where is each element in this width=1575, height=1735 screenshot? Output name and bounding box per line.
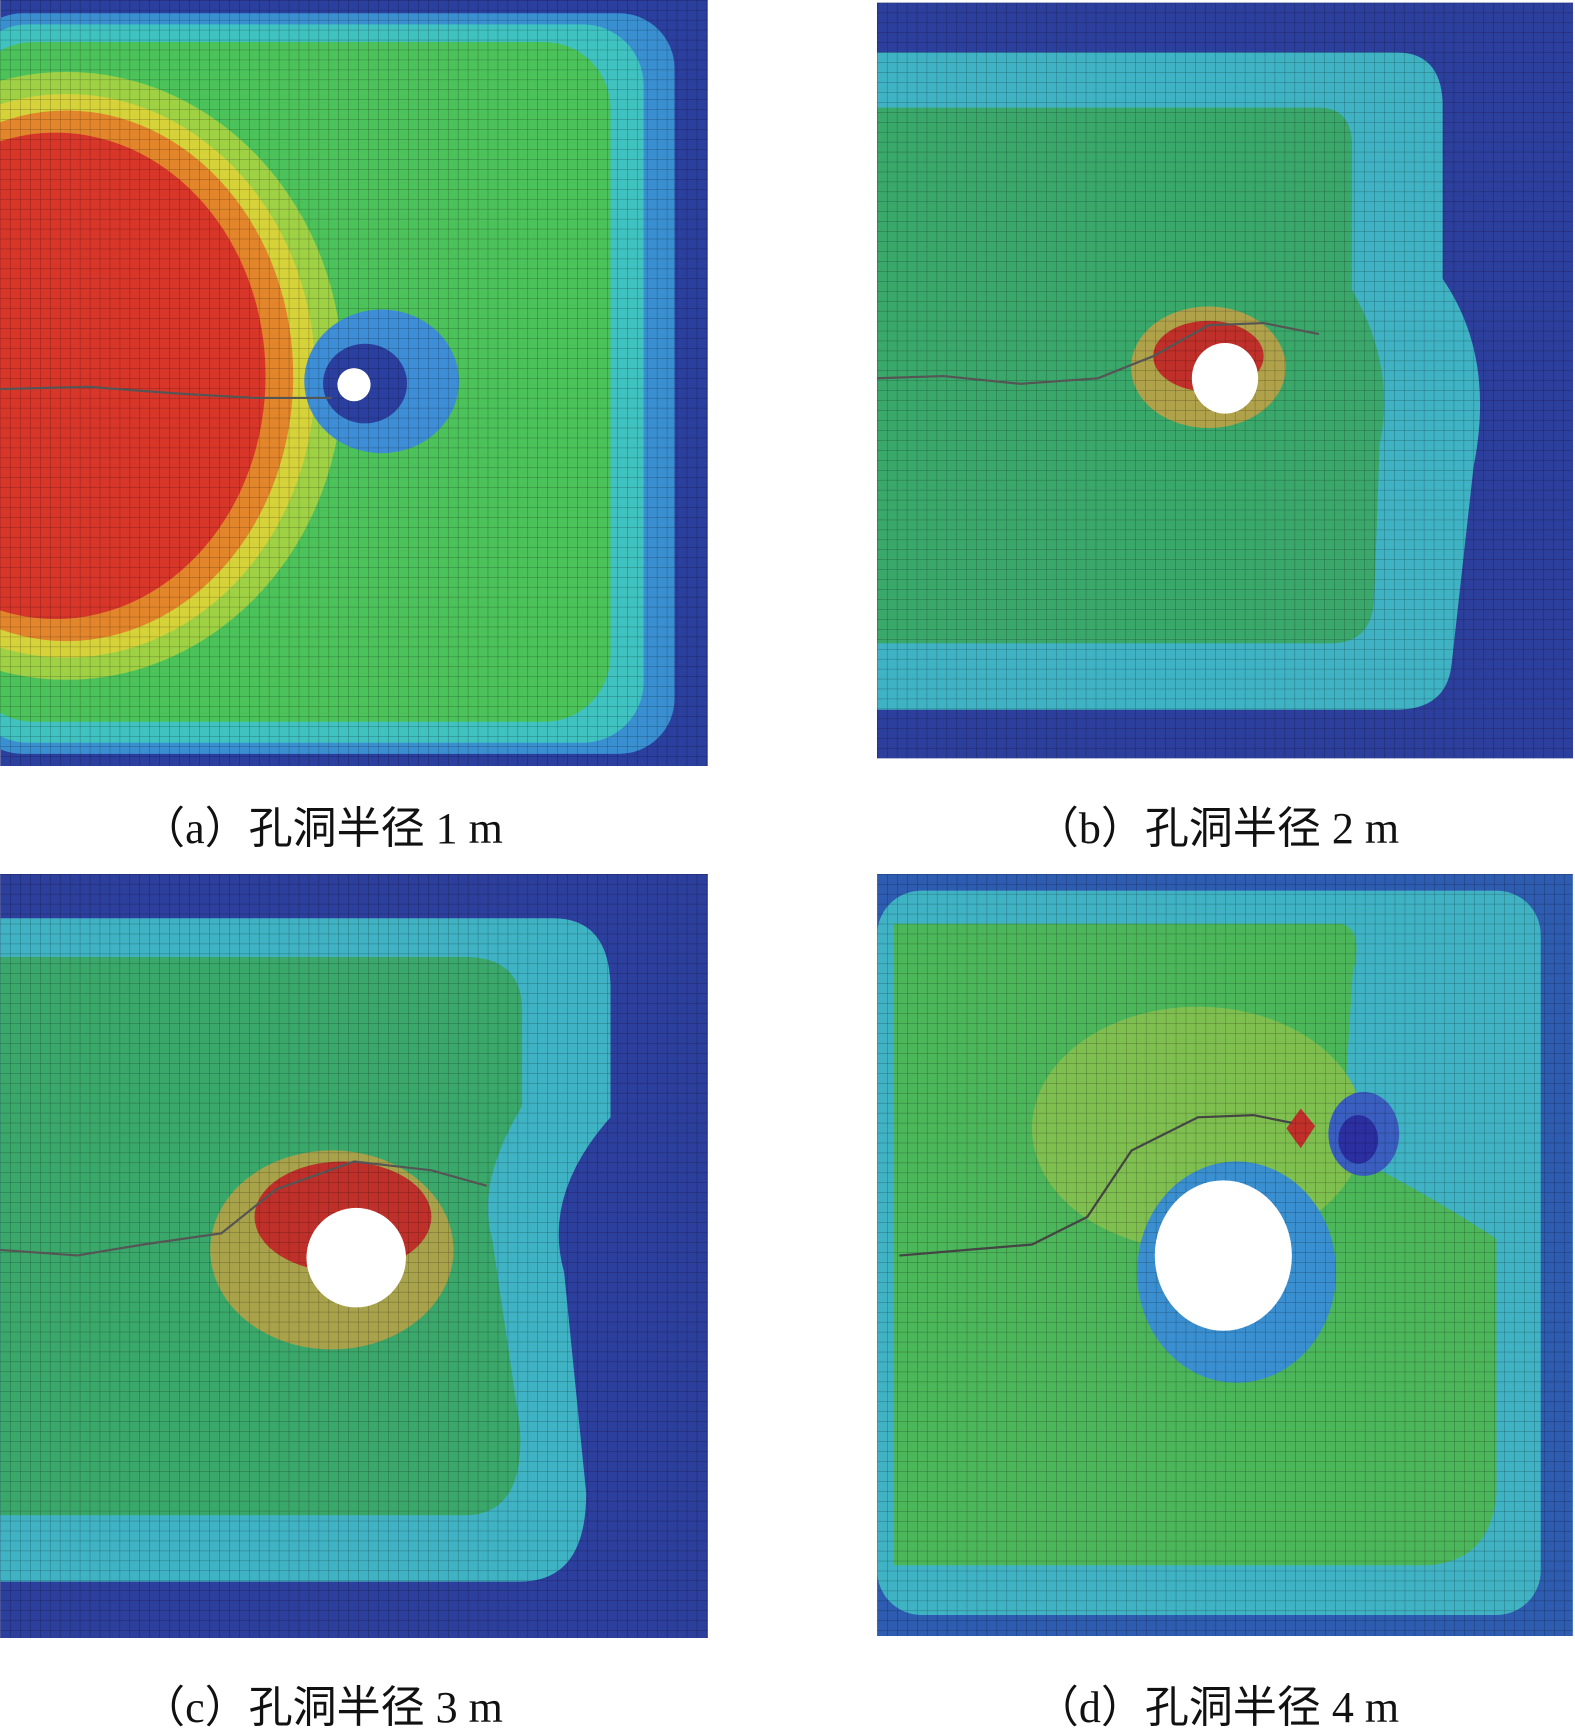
- hole: [1191, 342, 1259, 414]
- contour-panel-a: [0, 0, 708, 766]
- crack: [0, 385, 332, 400]
- caption: （c）孔洞半径 3 m: [141, 1683, 503, 1732]
- caption: （d）孔洞半径 4 m: [1034, 1683, 1400, 1732]
- caption: （a）孔洞半径 1 m: [141, 804, 503, 853]
- contour-panel-b: [877, 2, 1573, 759]
- caption: （b）孔洞半径 2 m: [1034, 804, 1400, 853]
- hole: [337, 368, 371, 402]
- crack: [899, 1113, 1293, 1257]
- hole: [1154, 1180, 1292, 1331]
- hole: [306, 1207, 406, 1308]
- contour-panel-c: [0, 874, 708, 1638]
- crack: [877, 321, 1320, 385]
- contour-panel-d: [877, 874, 1573, 1636]
- crack: [0, 1160, 487, 1257]
